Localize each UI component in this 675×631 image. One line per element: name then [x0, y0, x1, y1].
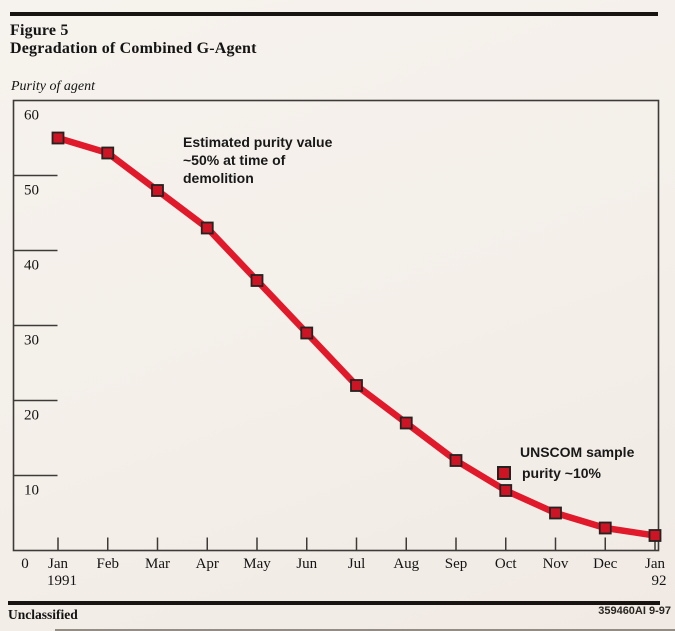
data-point-marker: [449, 454, 463, 467]
red-square-marker-icon: [497, 466, 511, 480]
data-point-marker: [399, 416, 413, 430]
data-point-marker: [648, 529, 662, 542]
legend-label-line2: purity ~10%: [522, 465, 601, 481]
x-tick-sublabel: 1991: [47, 573, 77, 589]
x-tick-label: Aug: [393, 556, 419, 572]
legend-row: purity ~10%: [497, 465, 634, 481]
x-tick-label: Jun: [296, 556, 317, 572]
y-tick-label: 50: [24, 183, 39, 199]
origin-label: 0: [21, 556, 29, 572]
document-number: 359460AI 9-97: [598, 605, 671, 617]
y-tick-label: 40: [24, 258, 39, 274]
x-tick-label: Apr: [196, 556, 219, 572]
x-tick-label: Mar: [145, 556, 170, 572]
data-point-marker: [51, 131, 65, 145]
x-tick-label: Jan: [645, 556, 665, 572]
data-point-marker: [151, 184, 164, 197]
x-tick-label: May: [243, 556, 271, 572]
data-point-marker: [499, 484, 513, 497]
top-rule: [10, 12, 658, 16]
figure-title: Degradation of Combined G-Agent: [10, 40, 257, 57]
x-tick-label: Nov: [543, 556, 569, 572]
scan-edge: [55, 629, 675, 631]
y-tick-label: 60: [24, 108, 39, 124]
data-point-marker: [250, 274, 264, 287]
y-tick-label: 20: [24, 408, 39, 424]
data-point-marker: [549, 506, 562, 520]
x-tick-label: Jul: [348, 556, 366, 572]
plot-frame: [12, 99, 660, 552]
annotation-estimated-purity: Estimated purity value ~50% at time of d…: [183, 134, 333, 186]
x-tick-label: Feb: [97, 556, 120, 572]
classification-label: Unclassified: [8, 607, 78, 622]
data-point-marker: [350, 379, 363, 392]
y-axis-caption: Purity of agent: [11, 79, 95, 94]
y-tick-label: 10: [24, 483, 39, 499]
footer-rule: [8, 601, 660, 605]
x-tick-label: Sep: [445, 556, 468, 572]
figure-label: Figure 5: [10, 22, 69, 39]
data-point-marker: [300, 326, 314, 340]
x-tick-label: Jan: [48, 556, 68, 572]
x-tick-label: Dec: [593, 556, 617, 572]
y-tick-label: 30: [24, 333, 39, 349]
data-point-marker: [200, 221, 214, 235]
legend-label-line1: UNSCOM sample: [520, 444, 635, 460]
data-point-marker: [598, 521, 612, 535]
x-tick-sublabel: 92: [652, 573, 667, 589]
x-tick-label: Oct: [495, 556, 517, 572]
data-point-marker: [101, 146, 115, 160]
legend: UNSCOM sample purity ~10%: [497, 444, 634, 481]
